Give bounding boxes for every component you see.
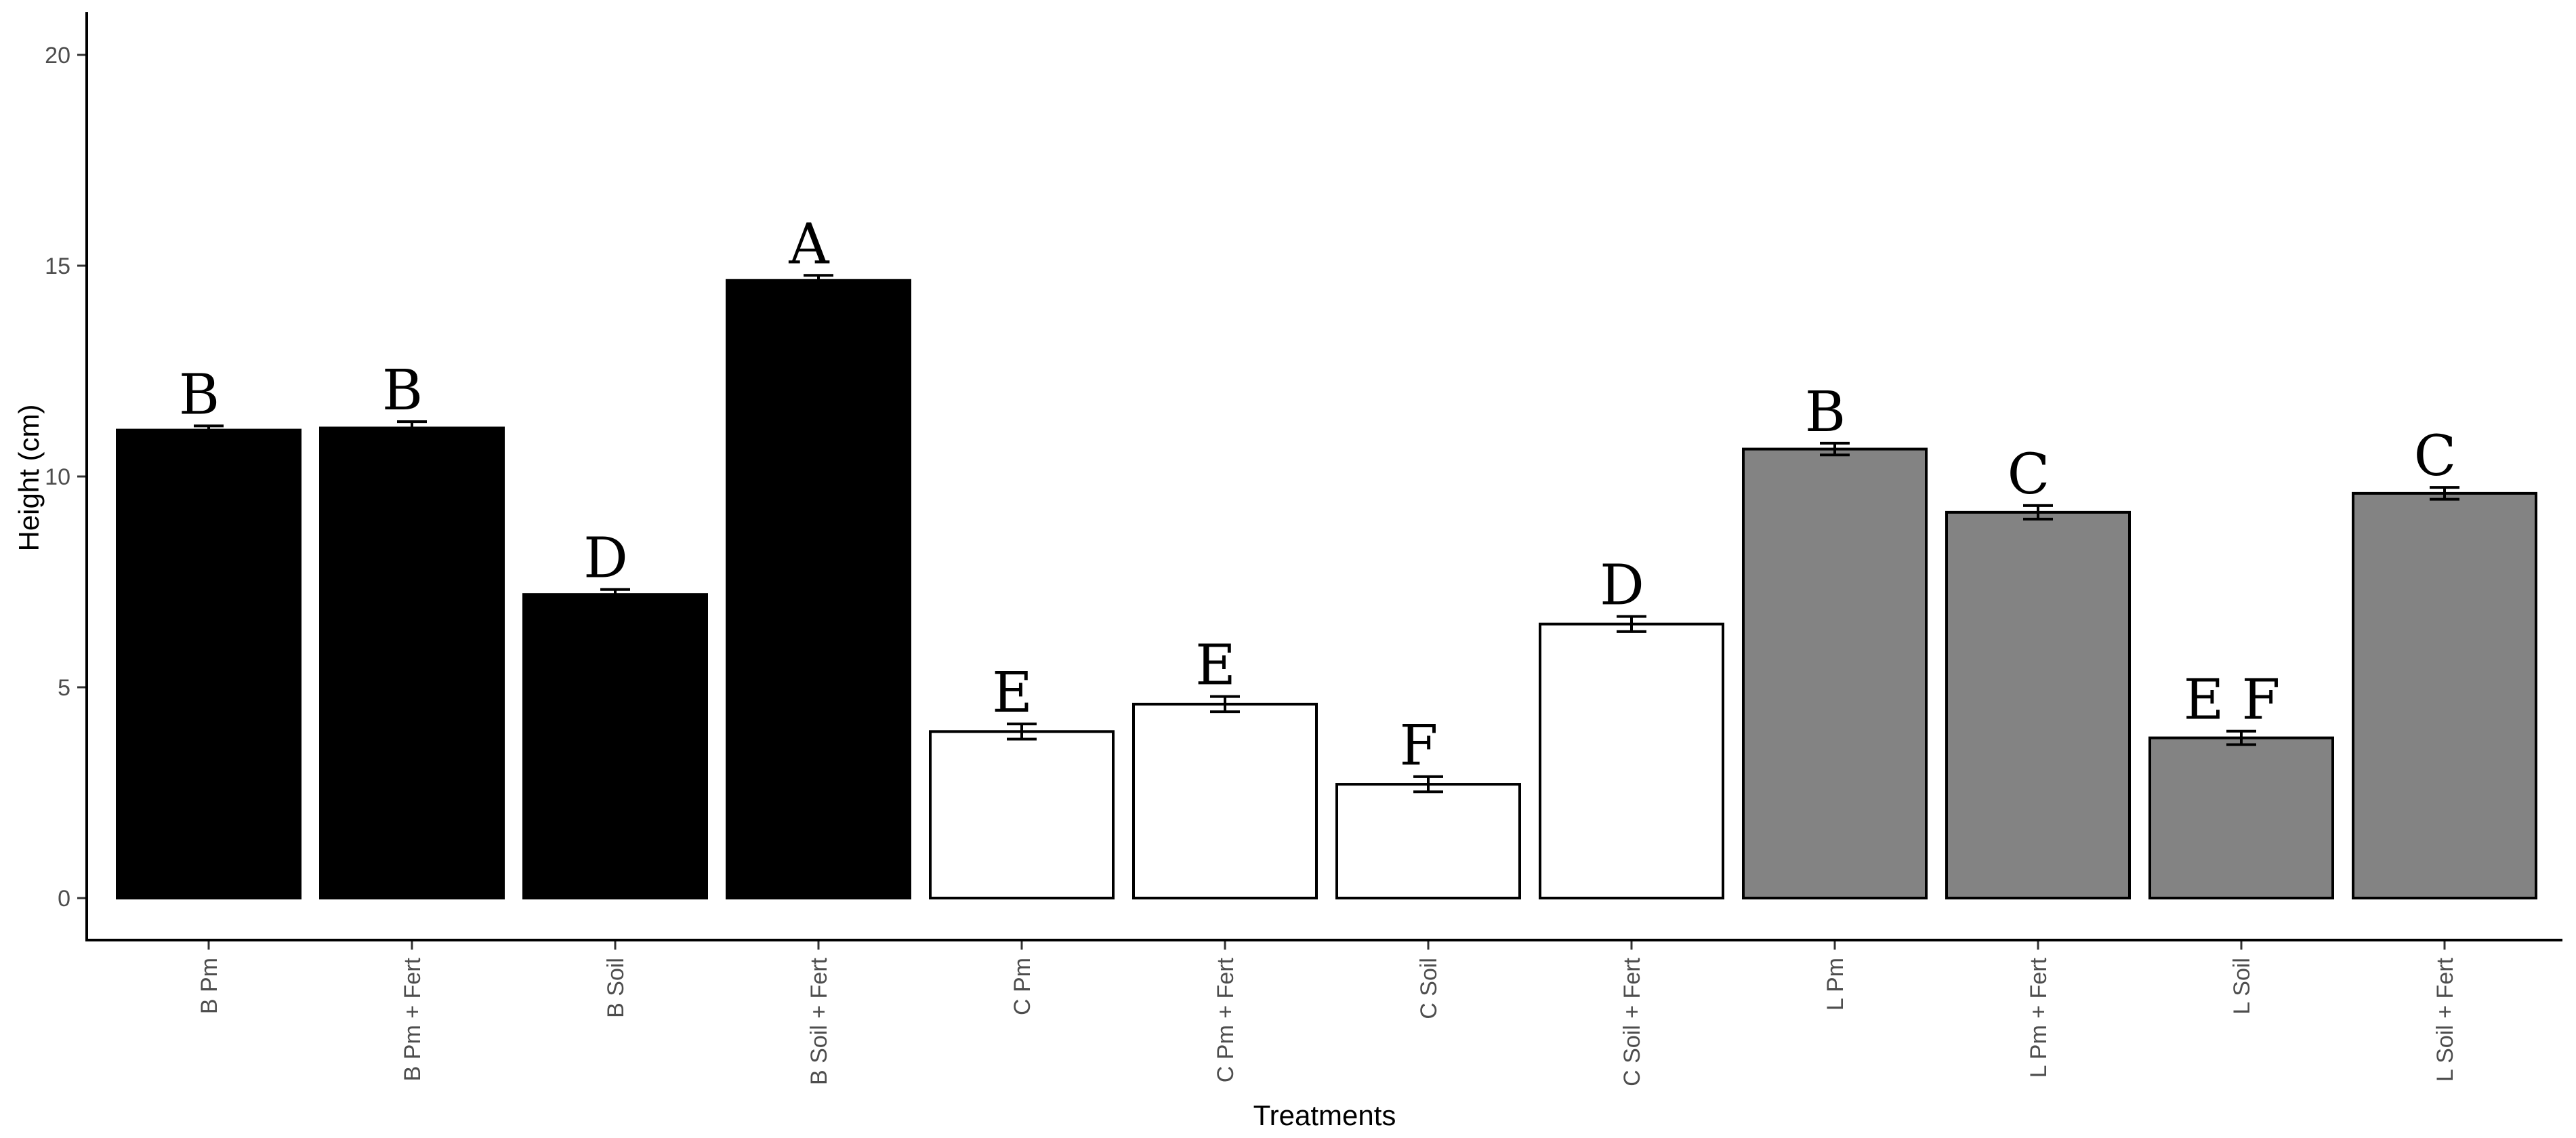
error-bar	[2430, 486, 2459, 501]
error-bar	[2023, 504, 2053, 521]
significance-letters: B B D A E E F D B C E F C	[179, 212, 2457, 778]
significance-letter: B	[1805, 380, 1846, 445]
bar	[116, 428, 302, 899]
y-tick-label: 10	[45, 464, 70, 490]
error-bar	[1007, 723, 1037, 741]
x-axis: B Pm B Pm + Fert B Soil B Soil + Fert C Pm C …	[196, 940, 2458, 1086]
error-bar	[1413, 775, 1443, 794]
error-bar	[804, 274, 833, 287]
bar	[522, 593, 708, 899]
error-bar	[600, 588, 630, 601]
significance-letter: E F	[2184, 668, 2281, 733]
error-bar	[1210, 695, 1240, 714]
bar	[1335, 783, 1521, 900]
x-tick-label: B Pm	[196, 958, 222, 1014]
error-bar	[1617, 615, 1646, 633]
bars	[116, 279, 2537, 900]
bar	[726, 279, 911, 899]
bar	[1539, 622, 1724, 899]
significance-letter: B	[382, 359, 423, 423]
x-tick-label: B Soil	[603, 958, 629, 1018]
y-axis-title: Height (cm)	[13, 404, 45, 551]
significance-letter: B	[179, 363, 220, 427]
bar	[1132, 702, 1318, 899]
bar	[319, 426, 505, 899]
x-tick-label: L Pm	[1823, 958, 1848, 1011]
y-axis: 0 5 10 15 20	[45, 43, 87, 912]
bar	[1945, 510, 2131, 899]
y-tick-label: 20	[45, 43, 70, 68]
significance-letter: D	[1600, 554, 1644, 618]
x-tick-label: B Pm + Fert	[400, 957, 425, 1081]
x-tick-label: C Pm + Fert	[1213, 957, 1239, 1082]
significance-letter: C	[2414, 424, 2457, 489]
error-bars	[194, 274, 2459, 794]
x-tick-label: B Soil + Fert	[806, 957, 832, 1085]
x-tick-label: C Pm	[1010, 958, 1035, 1015]
bar	[1742, 447, 1928, 899]
y-tick-label: 5	[58, 675, 70, 701]
x-tick-label: C Soil	[1416, 958, 1442, 1019]
x-axis-title: Treatments	[1253, 1099, 1396, 1131]
y-tick-label: 0	[58, 886, 70, 912]
significance-letter: A	[788, 212, 830, 277]
bar	[2352, 491, 2537, 899]
x-tick-label: L Soil	[2229, 958, 2255, 1015]
significance-letter: E	[992, 661, 1033, 725]
significance-letter: E	[1195, 634, 1236, 698]
y-tick-label: 15	[45, 253, 70, 279]
error-bar	[2226, 729, 2256, 746]
x-tick-label: L Pm + Fert	[2026, 957, 2052, 1078]
x-tick-label: C Soil + Fert	[1619, 957, 1645, 1086]
significance-letter: F	[1400, 714, 1438, 778]
x-tick-label: L Soil + Fert	[2432, 957, 2458, 1082]
error-bar	[1820, 441, 1850, 457]
bar	[929, 730, 1115, 900]
error-bar	[194, 424, 224, 436]
significance-letter: D	[583, 527, 628, 591]
error-bar	[397, 420, 427, 436]
bar	[2148, 736, 2334, 900]
significance-letter: C	[2008, 443, 2050, 507]
